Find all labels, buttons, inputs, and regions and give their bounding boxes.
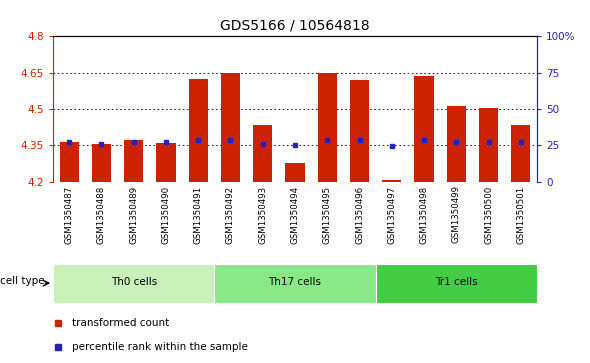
Bar (156, 143, 176, 182)
Text: GSM1350490: GSM1350490 (162, 185, 171, 244)
Bar (253, 125, 273, 182)
Text: GSM1350494: GSM1350494 (290, 185, 300, 244)
Bar (511, 125, 530, 182)
Bar (92, 144, 111, 182)
Bar (414, 76, 434, 182)
Bar (286, 163, 304, 182)
Text: GSM1350496: GSM1350496 (355, 185, 364, 244)
Text: GSM1350488: GSM1350488 (97, 185, 106, 244)
Bar (317, 73, 337, 182)
Text: GSM1350500: GSM1350500 (484, 185, 493, 244)
Text: GSM1350495: GSM1350495 (323, 185, 332, 244)
Bar (447, 106, 466, 182)
Bar (124, 140, 143, 182)
FancyBboxPatch shape (214, 264, 376, 303)
Text: cell type: cell type (0, 276, 45, 286)
Text: GSM1350493: GSM1350493 (258, 185, 267, 244)
Text: Tr1 cells: Tr1 cells (435, 277, 477, 287)
Text: Th17 cells: Th17 cells (268, 277, 322, 287)
Text: GSM1350499: GSM1350499 (452, 185, 461, 244)
Text: Th0 cells: Th0 cells (110, 277, 157, 287)
Text: GSM1350498: GSM1350498 (419, 185, 428, 244)
Bar (479, 108, 498, 182)
Bar (60, 142, 79, 182)
FancyBboxPatch shape (53, 264, 214, 303)
Bar (382, 180, 401, 182)
Text: GSM1350491: GSM1350491 (194, 185, 203, 244)
FancyBboxPatch shape (376, 264, 537, 303)
Bar (221, 73, 240, 182)
Title: GDS5166 / 10564818: GDS5166 / 10564818 (220, 19, 370, 32)
Text: GSM1350501: GSM1350501 (516, 185, 525, 244)
Text: GSM1350489: GSM1350489 (129, 185, 138, 244)
Text: GSM1350497: GSM1350497 (387, 185, 396, 244)
Bar (350, 80, 369, 182)
Text: percentile rank within the sample: percentile rank within the sample (73, 342, 248, 352)
Text: transformed count: transformed count (73, 318, 170, 328)
Bar (189, 79, 208, 182)
Text: GSM1350487: GSM1350487 (65, 185, 74, 244)
Text: GSM1350492: GSM1350492 (226, 185, 235, 244)
